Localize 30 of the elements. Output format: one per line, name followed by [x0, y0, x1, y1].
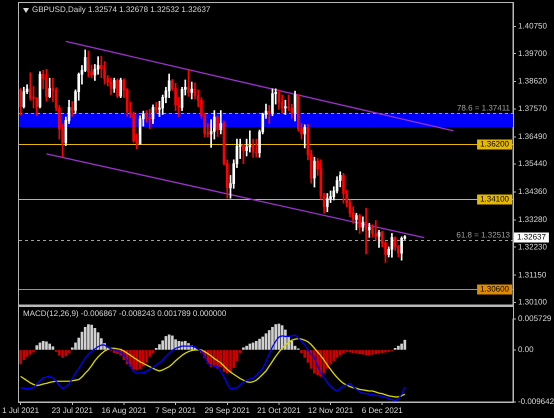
y-tick-label: 1.40750: [518, 22, 548, 31]
y-tick-label: 1.39700: [518, 48, 548, 58]
y-tick-label: 1.32230: [518, 242, 548, 252]
x-tick-label: 1 Jul 2021: [2, 406, 40, 416]
y-tick-label: 1.37570: [518, 104, 548, 113]
x-tick-label: 29 Sep 2021: [204, 406, 250, 416]
x-tick-label: 12 Nov 2021: [308, 406, 354, 416]
x-tick-label: 7 Sep 2021: [155, 406, 197, 416]
y-tick-label: 1.38620: [518, 76, 548, 86]
y-tick-label: 1.36490: [518, 132, 548, 141]
ref-line-label: 1.34100: [480, 194, 510, 204]
text: 1.32637: [517, 232, 546, 242]
x-tick-label: 6 Dec 2021: [362, 406, 404, 416]
y-tick-label: 1.33280: [518, 215, 548, 224]
y-tick-label: 1.35440: [518, 159, 548, 168]
ref-line-label: 1.30600: [480, 284, 510, 294]
y-tick-label: 0.005729: [518, 314, 552, 324]
y-tick-label: 1.30100: [518, 298, 548, 307]
x-tick-label: 16 Aug 2021: [101, 406, 147, 416]
y-tick-label: 0.00: [518, 345, 534, 354]
x-tick-label: 21 Oct 2021: [257, 406, 302, 416]
ref-line-label: 1.36200: [480, 140, 510, 149]
chart-title: MACD(12,26,9) -0.006867 -0.008243 0.001789 0.000000: [23, 309, 227, 318]
x-tick-label: 23 Jul 2021: [52, 406, 94, 416]
chart-title: GBPUSD,Daily 1.32574 1.32678 1.32532 1.32637: [32, 5, 211, 14]
ref-line-label: 61.8 = 1.32513: [456, 230, 511, 240]
ref-line-label: 78.6 = 1.37411: [456, 104, 511, 113]
y-tick-label: 1.34360: [518, 187, 548, 196]
y-tick-label: -0.009642: [518, 397, 554, 406]
y-tick-label: 1.31150: [518, 270, 547, 280]
